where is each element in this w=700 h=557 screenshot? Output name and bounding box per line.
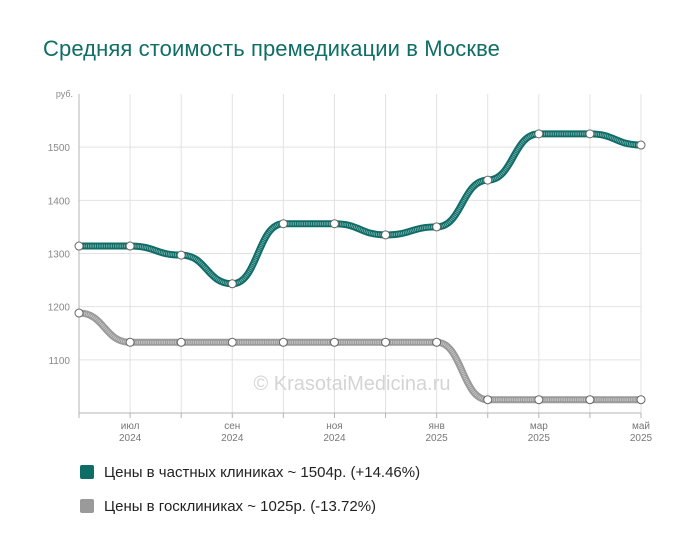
watermark: © KrasotaiMedicina.ru: [253, 373, 450, 395]
x-tick-label: мар: [530, 421, 548, 432]
series-line-texture-1: [78, 311, 641, 402]
x-tick-year-label: 2025: [528, 433, 551, 444]
legend-item-public[interactable]: Цены в госклиниках ~ 1025р. (-13.72%): [80, 496, 420, 516]
data-point: [227, 337, 237, 347]
data-point: [432, 337, 442, 347]
data-point: [381, 337, 391, 347]
series-0: [74, 129, 646, 289]
data-point: [329, 337, 339, 347]
data-point: [278, 337, 288, 347]
x-tick-year-label: 2025: [630, 433, 653, 444]
series-line-texture-0: [79, 132, 642, 286]
data-point: [636, 395, 646, 405]
x-tick-label: сен: [224, 421, 240, 432]
data-point: [534, 395, 544, 405]
legend: Цены в частных клиниках ~ 1504р. (+14.46…: [80, 462, 420, 530]
legend-item-private[interactable]: Цены в частных клиниках ~ 1504р. (+14.46…: [80, 462, 420, 482]
x-tick-year-label: 2024: [221, 433, 244, 444]
x-tick-year-label: 2024: [323, 433, 346, 444]
data-point: [432, 222, 442, 232]
y-tick-label: 1200: [48, 303, 71, 314]
legend-swatch-public: [80, 499, 94, 513]
legend-label-public: Цены в госклиниках ~ 1025р. (-13.72%): [104, 497, 377, 515]
x-tick-label: июл: [121, 421, 140, 432]
y-tick-label: 1500: [48, 143, 71, 154]
data-point: [585, 129, 595, 139]
y-axis-unit-label: руб.: [56, 89, 73, 99]
data-point: [483, 395, 493, 405]
data-point: [176, 250, 186, 260]
x-tick-label: ноя: [326, 421, 343, 432]
series-line-0: [75, 130, 645, 288]
data-point: [534, 129, 544, 139]
series-1: [74, 308, 646, 405]
data-point: [227, 279, 237, 289]
legend-label-private: Цены в частных клиниках ~ 1504р. (+14.46…: [104, 463, 421, 481]
data-point: [176, 337, 186, 347]
y-tick-label: 1300: [48, 250, 71, 261]
series-layer: [74, 129, 646, 405]
y-tick-label: 1400: [48, 196, 71, 207]
data-point: [636, 140, 646, 150]
data-point: [74, 241, 84, 251]
x-tick-year-label: 2025: [426, 433, 449, 444]
data-point: [329, 219, 339, 229]
x-tick-label: май: [632, 421, 650, 432]
data-point: [125, 241, 135, 251]
data-point: [381, 230, 391, 240]
x-tick-year-label: 2024: [119, 433, 142, 444]
axes: 11001200130014001500руб.июл2024сен2024но…: [48, 89, 653, 444]
data-point: [74, 308, 84, 318]
legend-swatch-private: [80, 465, 94, 479]
data-point: [585, 395, 595, 405]
data-point: [483, 175, 493, 185]
chart-title: Средняя стоимость премедикации в Москве: [43, 36, 500, 61]
data-point: [125, 337, 135, 347]
data-point: [278, 219, 288, 229]
x-tick-label: янв: [429, 421, 445, 432]
y-tick-label: 1100: [48, 356, 70, 367]
